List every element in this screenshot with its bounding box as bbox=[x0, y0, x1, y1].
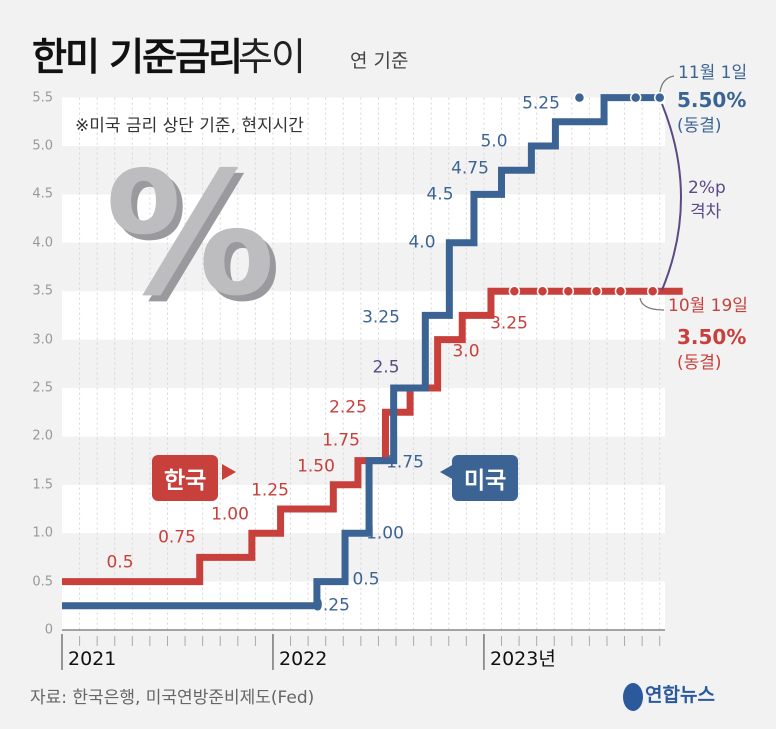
gap-value: 2%p bbox=[688, 178, 726, 198]
us-label-2: 1.00 bbox=[366, 523, 404, 544]
kr-rate: 3.50% bbox=[677, 325, 747, 349]
korea-badge-pointer bbox=[222, 464, 236, 480]
us-label-7: 4.75 bbox=[451, 158, 489, 179]
kr-label-1: 0.75 bbox=[158, 527, 196, 548]
y-tick-label: 2.5 bbox=[32, 380, 53, 396]
kr-label-9: 3.25 bbox=[490, 313, 528, 334]
us-hold-dot bbox=[573, 91, 586, 104]
korea-badge: 한국 bbox=[152, 455, 219, 501]
us-date: 11월 1일 bbox=[678, 63, 748, 83]
grid-band bbox=[62, 388, 665, 437]
y-tick-label: 5.5 bbox=[32, 90, 53, 106]
grid-band bbox=[62, 194, 665, 243]
percent-graphic: % bbox=[105, 136, 276, 334]
us-status: (동결) bbox=[677, 116, 722, 136]
kr-label-2: 1.00 bbox=[211, 504, 249, 525]
kr-label-6: 2.25 bbox=[329, 397, 367, 418]
kr-status: (동결) bbox=[677, 353, 722, 373]
us-badge: 미국 bbox=[452, 455, 519, 501]
kr-label-3: 1.25 bbox=[251, 480, 289, 501]
us-label-0: 0.25 bbox=[312, 595, 350, 616]
us-label-8: 5.0 bbox=[480, 131, 508, 152]
footnote: ※미국 금리 상단 기준, 현지시간 bbox=[75, 116, 304, 136]
korea-hold-dot bbox=[508, 285, 521, 297]
us-label-6: 4.5 bbox=[426, 184, 454, 205]
kr-label-7: 2.5 bbox=[372, 357, 400, 378]
korea-hold-dot bbox=[562, 285, 575, 297]
yonhap-logo: 연합뉴스 bbox=[645, 684, 715, 706]
korea-hold-dot bbox=[646, 285, 659, 297]
gap-bracket bbox=[661, 103, 682, 291]
kr-label-0: 0.5 bbox=[106, 552, 134, 573]
gap-label: 격차 bbox=[690, 202, 722, 222]
title-light: 추이 bbox=[238, 35, 306, 79]
kr-date: 10월 19일 bbox=[668, 296, 748, 316]
y-tick-label: 0.5 bbox=[32, 574, 53, 590]
us-hold-dot bbox=[653, 91, 666, 104]
y-tick-label: 1.0 bbox=[32, 525, 53, 541]
us-label-3: 1.75 bbox=[386, 452, 424, 473]
us-label-4: 3.25 bbox=[362, 307, 400, 328]
x-tick-2022: 2022 bbox=[279, 648, 328, 670]
grid-band bbox=[62, 291, 665, 340]
x-tick-2021: 2021 bbox=[68, 648, 117, 670]
us-leader-line bbox=[659, 75, 675, 93]
yonhap-logo-mark bbox=[623, 683, 643, 711]
us-label-9: 5.25 bbox=[522, 93, 560, 114]
us-badge-pointer bbox=[440, 464, 454, 480]
x-tick-2023: 2023년 bbox=[490, 648, 556, 670]
y-tick-label: 2.0 bbox=[32, 428, 53, 444]
y-tick-label: 5.0 bbox=[32, 138, 53, 154]
y-tick-label: 3.5 bbox=[32, 283, 53, 299]
korea-hold-dot bbox=[614, 285, 627, 297]
title-bold: 한미 기준금리 bbox=[32, 35, 243, 79]
kr-leader-line bbox=[639, 297, 665, 311]
kr-label-8: 3.0 bbox=[452, 341, 480, 362]
unit-label: 연 기준 bbox=[350, 50, 409, 72]
us-hold-dot bbox=[629, 91, 642, 104]
us-rate-line bbox=[62, 94, 660, 610]
us-rate: 5.50% bbox=[677, 88, 747, 112]
y-tick-label: 3.0 bbox=[32, 332, 53, 348]
source-note: 자료: 한국은행, 미국연방준비제도(Fed) bbox=[30, 688, 315, 708]
us-label-5: 4.0 bbox=[408, 232, 436, 253]
y-tick-label: 4.0 bbox=[32, 235, 53, 251]
kr-label-5: 1.75 bbox=[322, 430, 360, 451]
y-tick-label: 0 bbox=[44, 622, 53, 638]
y-tick-label: 4.5 bbox=[32, 186, 53, 202]
y-tick-label: 1.5 bbox=[32, 477, 53, 493]
korea-hold-dot bbox=[590, 285, 603, 297]
korea-hold-dot bbox=[536, 285, 549, 297]
us-label-1: 0.5 bbox=[352, 569, 380, 590]
kr-label-4: 1.50 bbox=[297, 456, 335, 477]
